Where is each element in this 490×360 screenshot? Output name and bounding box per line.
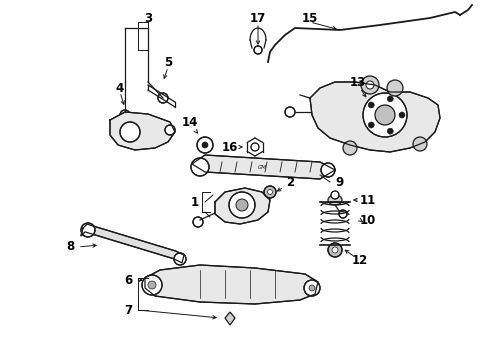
Circle shape bbox=[251, 143, 259, 151]
Polygon shape bbox=[81, 224, 184, 263]
Circle shape bbox=[387, 96, 393, 102]
Circle shape bbox=[285, 107, 295, 117]
Text: 4: 4 bbox=[116, 81, 124, 95]
Circle shape bbox=[321, 163, 335, 177]
Circle shape bbox=[268, 189, 272, 194]
Text: GM: GM bbox=[258, 165, 267, 170]
Circle shape bbox=[142, 275, 162, 295]
Circle shape bbox=[264, 186, 276, 198]
Polygon shape bbox=[192, 155, 335, 179]
Circle shape bbox=[120, 110, 130, 120]
Text: 16: 16 bbox=[222, 140, 238, 153]
Circle shape bbox=[254, 46, 262, 54]
Circle shape bbox=[236, 199, 248, 211]
Text: 11: 11 bbox=[360, 194, 376, 207]
Polygon shape bbox=[145, 265, 318, 304]
Circle shape bbox=[343, 141, 357, 155]
Circle shape bbox=[413, 137, 427, 151]
Circle shape bbox=[339, 210, 347, 218]
Circle shape bbox=[366, 81, 374, 89]
Text: 12: 12 bbox=[352, 253, 368, 266]
Circle shape bbox=[332, 247, 338, 253]
Circle shape bbox=[368, 102, 374, 108]
Circle shape bbox=[368, 122, 374, 128]
Circle shape bbox=[363, 93, 407, 137]
Circle shape bbox=[328, 243, 342, 257]
Circle shape bbox=[158, 93, 168, 103]
Text: 1: 1 bbox=[191, 195, 199, 208]
Ellipse shape bbox=[328, 195, 342, 205]
Text: 9: 9 bbox=[336, 176, 344, 189]
Circle shape bbox=[174, 253, 186, 265]
Circle shape bbox=[120, 122, 140, 142]
Circle shape bbox=[229, 192, 255, 218]
Text: 8: 8 bbox=[66, 240, 74, 253]
Circle shape bbox=[387, 80, 403, 96]
Circle shape bbox=[191, 158, 209, 176]
Text: 10: 10 bbox=[360, 213, 376, 226]
Circle shape bbox=[148, 281, 156, 289]
Polygon shape bbox=[110, 112, 175, 150]
Circle shape bbox=[304, 280, 320, 296]
Text: 2: 2 bbox=[286, 176, 294, 189]
Text: 17: 17 bbox=[250, 12, 266, 24]
Circle shape bbox=[331, 191, 339, 199]
Circle shape bbox=[309, 285, 315, 291]
Circle shape bbox=[81, 223, 95, 237]
Circle shape bbox=[202, 142, 208, 148]
Text: 15: 15 bbox=[302, 12, 318, 24]
Circle shape bbox=[165, 125, 175, 135]
Polygon shape bbox=[215, 188, 270, 224]
Text: 13: 13 bbox=[350, 76, 366, 89]
Circle shape bbox=[399, 112, 405, 118]
Text: 6: 6 bbox=[124, 274, 132, 287]
Circle shape bbox=[197, 137, 213, 153]
Polygon shape bbox=[310, 82, 440, 152]
Text: 14: 14 bbox=[182, 116, 198, 129]
Circle shape bbox=[387, 128, 393, 134]
FancyBboxPatch shape bbox=[0, 359, 1, 360]
Circle shape bbox=[375, 105, 395, 125]
Circle shape bbox=[193, 217, 203, 227]
Text: 7: 7 bbox=[124, 303, 132, 316]
Polygon shape bbox=[225, 312, 235, 325]
Text: 5: 5 bbox=[164, 55, 172, 68]
Circle shape bbox=[361, 76, 379, 94]
Text: 3: 3 bbox=[144, 12, 152, 24]
